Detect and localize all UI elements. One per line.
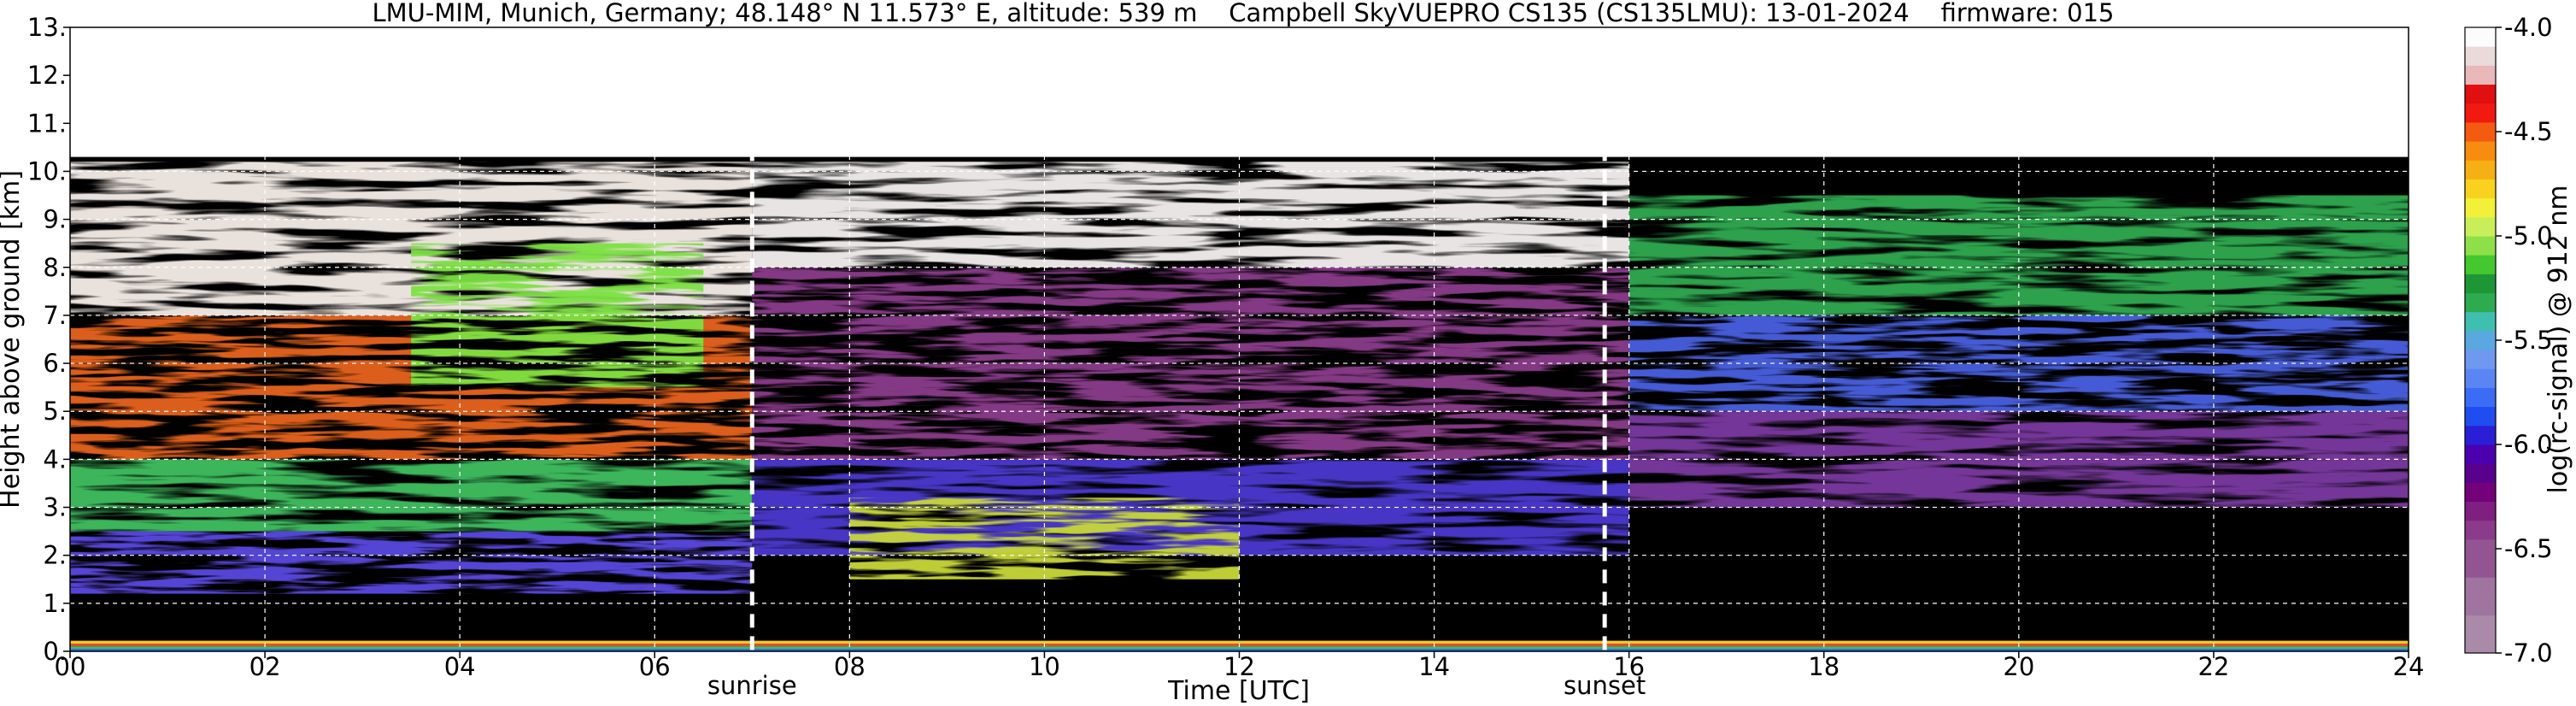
y-axis-ticks: 0. 1. 2. 3. 4. 5. 6. 7. 8. 9. 10. 11. 12. 13.	[27, 13, 70, 666]
y-axis-label: Height above ground [km]	[0, 170, 26, 509]
colorbar-band	[2465, 255, 2496, 274]
y-tick-label: 13.	[27, 13, 67, 42]
colorbar-band	[2465, 330, 2496, 350]
signal-zone	[70, 531, 753, 594]
colorbar-band	[2465, 27, 2496, 47]
x-tick-label: 24	[2393, 652, 2425, 681]
colorbar-band	[2465, 368, 2496, 388]
colorbar-tick-label: -4.0	[2504, 13, 2553, 42]
colorbar-tick-label: -4.5	[2504, 117, 2553, 146]
colorbar-band	[2465, 444, 2496, 464]
x-tick-label: 22	[2198, 652, 2229, 681]
colorbar: -4.0 -4.5 -5.0 -5.5 -6.0 -6.5 -7.0 log(rc-sign…	[2464, 13, 2573, 668]
colorbar-ticks: -4.0 -4.5 -5.0 -5.5 -6.0 -6.5 -7.0	[2496, 13, 2553, 668]
y-tick-label: 4.	[43, 444, 67, 474]
colorbar-band	[2465, 46, 2496, 66]
colorbar-label: log(rc-signal) @ 912 nm	[2544, 185, 2573, 494]
x-axis-label: Time [UTC]	[1167, 676, 1310, 706]
surface-layer-band	[70, 640, 2409, 644]
colorbar-band	[2465, 577, 2496, 597]
x-tick-label: 18	[1808, 652, 1840, 681]
sun-event-label: sunset	[1564, 671, 1646, 700]
colorbar-band	[2465, 103, 2496, 123]
x-tick-label: 14	[1418, 652, 1450, 681]
y-tick-label: 11.	[27, 109, 67, 138]
signal-zone	[752, 162, 1629, 268]
y-tick-label: 7.	[43, 301, 67, 330]
colorbar-band	[2465, 197, 2496, 218]
x-tick-label: 20	[2003, 652, 2034, 681]
colorbar-tick-label: -6.0	[2504, 430, 2553, 459]
colorbar-band	[2465, 121, 2496, 142]
x-axis-ticks: 00 02 04 06 08 10 12 14 16 18 20 22 24	[55, 651, 2425, 681]
colorbar-band	[2465, 425, 2496, 445]
grid-lines	[70, 27, 2409, 651]
x-tick-label: 00	[55, 652, 86, 681]
colorbar-band	[2465, 311, 2496, 332]
colorbar-band	[2465, 65, 2496, 85]
chart-title: LMU-MIM, Munich, Germany; 48.148° N 11.5…	[373, 0, 2115, 27]
surface-layer-band	[70, 646, 2409, 650]
colorbar-band	[2465, 84, 2496, 104]
colorbar-band	[2465, 236, 2496, 256]
sun-event-label: sunrise	[707, 671, 797, 700]
x-tick-label: 02	[249, 652, 281, 681]
x-tick-label: 12	[1223, 652, 1255, 681]
colorbar-band	[2465, 406, 2496, 427]
x-tick-label: 08	[834, 652, 866, 681]
y-tick-label: 5.	[43, 397, 67, 426]
colorbar-tick-label: -6.5	[2504, 534, 2553, 563]
y-tick-label: 0.	[43, 637, 67, 666]
x-tick-label: 10	[1029, 652, 1060, 681]
surface-layer-band	[70, 649, 2409, 652]
colorbar-band	[2465, 141, 2496, 161]
colorbar-band	[2465, 350, 2496, 369]
colorbar-band	[2465, 387, 2496, 408]
x-tick-label: 04	[444, 652, 476, 681]
colorbar-tick-label: -5.5	[2504, 326, 2553, 355]
y-tick-label: 6.	[43, 349, 67, 378]
y-tick-label: 2.	[43, 541, 67, 570]
y-tick-label: 3.	[43, 493, 67, 522]
colorbar-band	[2465, 501, 2496, 521]
y-tick-label: 9.	[43, 205, 67, 234]
colorbar-band	[2465, 274, 2496, 294]
plot-area	[69, 26, 2409, 652]
y-tick-label: 12.	[27, 61, 67, 90]
colorbar-tick-label: -5.0	[2504, 221, 2553, 250]
colorbar-tick-label: -7.0	[2504, 638, 2553, 668]
colorbar-band	[2465, 615, 2496, 635]
signal-zone	[849, 497, 1240, 580]
colorbar-band	[2465, 558, 2496, 578]
colorbar-band	[2465, 538, 2496, 559]
colorbar-band	[2465, 482, 2496, 503]
x-tick-label: 16	[1613, 652, 1645, 681]
colorbar-band	[2465, 596, 2496, 616]
signal-zone	[70, 459, 753, 532]
colorbar-band	[2465, 216, 2496, 237]
x-tick-label: 06	[639, 652, 671, 681]
y-tick-label: 8.	[43, 253, 67, 282]
colorbar-band	[2465, 520, 2496, 540]
colorbar-band	[2465, 160, 2496, 179]
colorbar-band	[2465, 179, 2496, 199]
sun-event-lines	[749, 147, 1607, 651]
signal-zone	[1628, 195, 2409, 315]
colorbar-bands	[2465, 27, 2496, 654]
colorbar-band	[2465, 292, 2496, 313]
colorbar-band	[2465, 463, 2496, 483]
y-tick-label: 1.	[43, 589, 67, 618]
colorbar-band	[2465, 633, 2496, 654]
y-tick-label: 10.	[27, 156, 67, 185]
